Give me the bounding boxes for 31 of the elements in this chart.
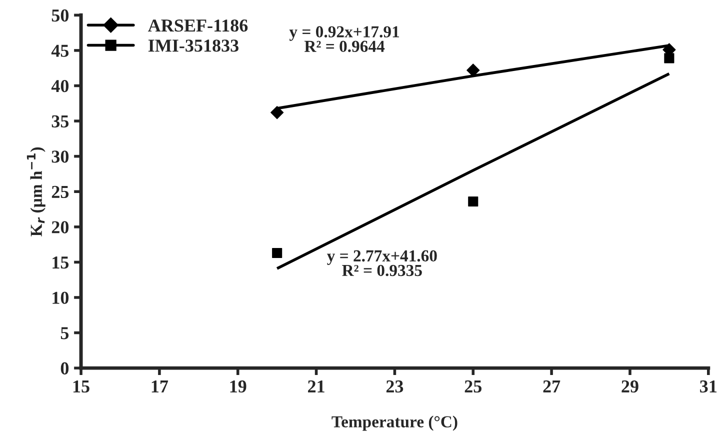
y-tick-label: 50	[52, 9, 69, 22]
y-tick-label: 25	[52, 186, 69, 198]
x-axis-title: Temperature (°C)	[332, 416, 458, 431]
point	[270, 106, 284, 120]
y-tick-label: 45	[51, 44, 69, 57]
point	[466, 64, 480, 77]
x-tick-label: 31	[700, 380, 716, 393]
y-tick-label: 15	[52, 256, 69, 269]
annotation: y = 0.92x+17.91 R² = 0.9644	[289, 26, 399, 52]
x-tick-label: 15	[73, 380, 90, 393]
point	[272, 248, 282, 258]
x-tick-label: 29	[622, 380, 638, 393]
x-tick-label: 25	[464, 380, 482, 393]
x-tick-label: 21	[308, 380, 324, 392]
x-tick-label: 27	[543, 380, 560, 392]
y-tick-label: 35	[52, 115, 69, 128]
y-tick-label: 20	[52, 221, 69, 234]
legend-label: IMI-351833	[148, 40, 238, 52]
y-tick-label: 0	[60, 362, 69, 374]
x-tick-label: 19	[230, 380, 246, 393]
legend-label: ARSEF-1186	[148, 19, 248, 32]
x-tick-label: 17	[152, 380, 168, 392]
y-axis-title: K$_{r}$ (µm h$^{−1}$)	[26, 147, 46, 236]
y-tick-label: 5	[60, 327, 69, 340]
point	[664, 53, 674, 64]
point	[468, 196, 478, 207]
x-tick-label: 23	[386, 380, 404, 393]
y-tick-label: 40	[51, 80, 69, 92]
annotation: y = 2.77x+41.60 R² = 0.9335	[326, 250, 437, 276]
y-tick-label: 10	[52, 292, 69, 304]
y-tick-label: 30	[52, 150, 69, 163]
